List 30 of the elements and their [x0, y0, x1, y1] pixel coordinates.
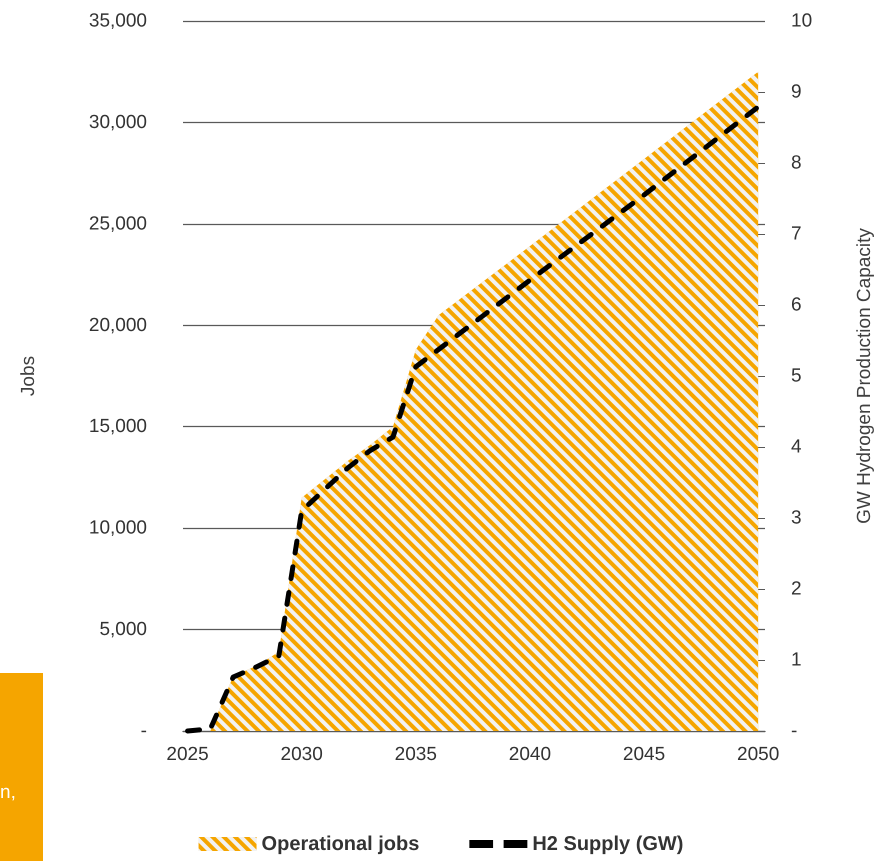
- y-tick-label: 5,000: [99, 619, 147, 640]
- y-tick-label: 10,000: [88, 518, 147, 539]
- x-tick-label: 2050: [737, 744, 780, 765]
- y2-tick-label: -: [791, 720, 798, 742]
- y-tick-label: -: [140, 720, 147, 742]
- y-axis-title: Jobs: [18, 356, 39, 396]
- x-tick-label: 2040: [508, 744, 552, 765]
- legend-label: Operational jobs: [262, 833, 420, 855]
- y2-tick-label: 10: [791, 10, 812, 32]
- y-tick-label: 25,000: [88, 213, 147, 234]
- y-tick-label: 35,000: [88, 10, 147, 32]
- x-tick-label: 2025: [166, 744, 209, 765]
- y2-tick-label: 7: [791, 224, 802, 244]
- y2-axis-title: GW Hydrogen Production Capacity: [854, 228, 875, 524]
- y2-tick-label: 2: [791, 578, 802, 600]
- y2-tick-label: 9: [791, 82, 802, 102]
- y2-tick-label: 3: [791, 508, 802, 528]
- y-tick-label: 15,000: [88, 416, 147, 438]
- text: n,: [0, 782, 16, 803]
- y2-tick-label: 6: [791, 294, 802, 316]
- y2-tick-label: 5: [791, 366, 802, 386]
- legend-label: H2 Supply (GW): [532, 833, 684, 855]
- x-tick-label: 2035: [394, 744, 437, 765]
- x-tick-label: 2045: [622, 744, 666, 765]
- y2-tick-label: 1: [791, 650, 802, 670]
- y-tick-label: 30,000: [88, 112, 147, 133]
- x-tick-label: 2030: [280, 744, 323, 765]
- y2-tick-label: 4: [791, 436, 802, 458]
- y-tick-label: 20,000: [88, 314, 147, 336]
- y2-tick-label: 8: [791, 152, 802, 174]
